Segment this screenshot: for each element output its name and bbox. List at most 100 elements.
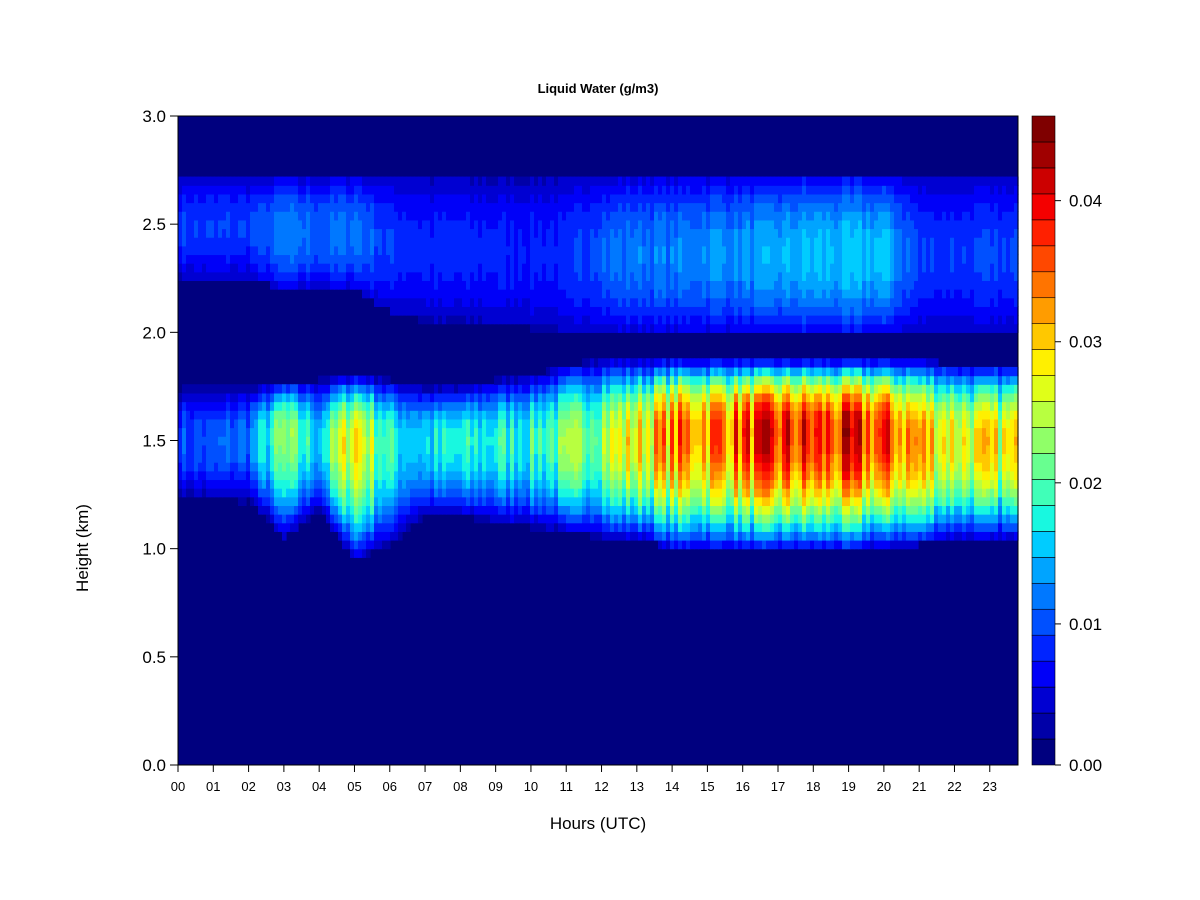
heatmap-cell bbox=[234, 410, 239, 420]
heatmap-cell bbox=[230, 228, 235, 238]
heatmap-cell bbox=[754, 323, 759, 333]
heatmap-cell bbox=[458, 176, 463, 186]
heatmap-cell bbox=[198, 254, 203, 264]
heatmap-cell bbox=[566, 453, 571, 463]
heatmap-cell bbox=[406, 453, 411, 463]
heatmap-cell bbox=[258, 176, 263, 186]
heatmap-cell bbox=[446, 176, 451, 186]
heatmap-cell bbox=[194, 410, 199, 420]
heatmap-cell bbox=[450, 271, 455, 282]
heatmap-cell bbox=[322, 496, 327, 506]
heatmap-cell bbox=[178, 228, 183, 238]
heatmap-cell bbox=[538, 254, 543, 264]
heatmap-cell bbox=[330, 384, 335, 394]
heatmap-cell bbox=[182, 185, 187, 195]
heatmap-cell bbox=[290, 453, 295, 463]
heatmap-cell bbox=[290, 401, 295, 411]
heatmap-cell bbox=[498, 280, 503, 290]
heatmap-cell bbox=[382, 453, 387, 463]
heatmap-cell bbox=[246, 488, 251, 498]
heatmap-cell bbox=[626, 280, 631, 290]
heatmap-cell bbox=[682, 488, 687, 498]
heatmap-cell bbox=[326, 436, 331, 446]
heatmap-cell bbox=[594, 505, 599, 515]
heatmap-cell bbox=[402, 193, 407, 204]
heatmap-cell bbox=[706, 176, 711, 186]
heatmap-cell bbox=[718, 384, 723, 394]
heatmap-cell bbox=[434, 401, 439, 411]
heatmap-cell bbox=[574, 401, 579, 411]
heatmap-cell bbox=[394, 453, 399, 463]
heatmap-cell bbox=[486, 254, 491, 264]
heatmap-cell bbox=[714, 228, 719, 238]
heatmap-cell bbox=[374, 401, 379, 411]
heatmap-cell bbox=[410, 505, 415, 515]
heatmap-cell bbox=[622, 297, 627, 307]
heatmap-cell bbox=[310, 245, 315, 256]
heatmap-cell bbox=[498, 193, 503, 204]
heatmap-cell bbox=[686, 366, 691, 377]
heatmap-cell bbox=[378, 245, 383, 256]
heatmap-cell bbox=[254, 384, 259, 394]
heatmap-cell bbox=[642, 488, 647, 498]
heatmap-cell bbox=[546, 280, 551, 290]
heatmap-cell bbox=[242, 488, 247, 498]
heatmap-cell bbox=[350, 470, 355, 481]
heatmap-cell bbox=[670, 384, 675, 394]
heatmap-cell bbox=[602, 315, 607, 325]
heatmap-cell bbox=[226, 418, 231, 429]
heatmap-cell bbox=[614, 228, 619, 238]
heatmap-cell bbox=[190, 453, 195, 463]
heatmap-cell bbox=[290, 505, 295, 515]
heatmap-cell bbox=[254, 496, 259, 506]
heatmap-cell bbox=[306, 254, 311, 264]
heatmap-cell bbox=[694, 488, 699, 498]
heatmap-cell bbox=[298, 245, 303, 256]
heatmap-cell bbox=[438, 462, 443, 472]
heatmap-cell bbox=[266, 202, 271, 212]
heatmap-cell bbox=[366, 522, 371, 532]
heatmap-cell bbox=[758, 505, 763, 515]
heatmap-cell bbox=[698, 505, 703, 515]
heatmap-cell bbox=[690, 444, 695, 455]
heatmap-cell bbox=[478, 271, 483, 282]
heatmap-cell bbox=[662, 479, 667, 489]
heatmap-cell bbox=[470, 211, 475, 221]
heatmap-cell bbox=[658, 254, 663, 264]
heatmap-cell bbox=[598, 392, 603, 403]
heatmap-cell bbox=[590, 263, 595, 273]
heatmap-cell bbox=[450, 479, 455, 489]
heatmap-cell bbox=[518, 401, 523, 411]
heatmap-cell bbox=[754, 271, 759, 282]
heatmap-cell bbox=[218, 185, 223, 195]
heatmap-cell bbox=[570, 427, 575, 437]
heatmap-cell bbox=[694, 176, 699, 186]
heatmap-cell bbox=[586, 185, 591, 195]
heatmap-cell bbox=[498, 176, 503, 186]
heatmap-cell bbox=[554, 219, 559, 230]
heatmap-cell bbox=[686, 219, 691, 230]
heatmap-cell bbox=[546, 193, 551, 204]
heatmap-cell bbox=[490, 488, 495, 498]
heatmap-cell bbox=[638, 479, 643, 489]
heatmap-cell bbox=[606, 496, 611, 506]
heatmap-cell bbox=[266, 436, 271, 446]
heatmap-cell bbox=[702, 392, 707, 403]
heatmap-cell bbox=[718, 185, 723, 195]
heatmap-cell bbox=[742, 237, 747, 247]
heatmap-cell bbox=[666, 289, 671, 299]
heatmap-cell bbox=[458, 470, 463, 481]
heatmap-cell bbox=[422, 418, 427, 429]
heatmap-cell bbox=[426, 315, 431, 325]
heatmap-cell bbox=[390, 219, 395, 230]
heatmap-cell bbox=[622, 531, 627, 541]
heatmap-cell bbox=[346, 522, 351, 532]
heatmap-cell bbox=[210, 392, 215, 403]
heatmap-cell bbox=[514, 237, 519, 247]
heatmap-cell bbox=[506, 462, 511, 472]
heatmap-cell bbox=[738, 384, 743, 394]
heatmap-cell bbox=[562, 306, 567, 316]
heatmap-cell bbox=[214, 228, 219, 238]
heatmap-cell bbox=[358, 193, 363, 204]
heatmap-cell bbox=[474, 453, 479, 463]
